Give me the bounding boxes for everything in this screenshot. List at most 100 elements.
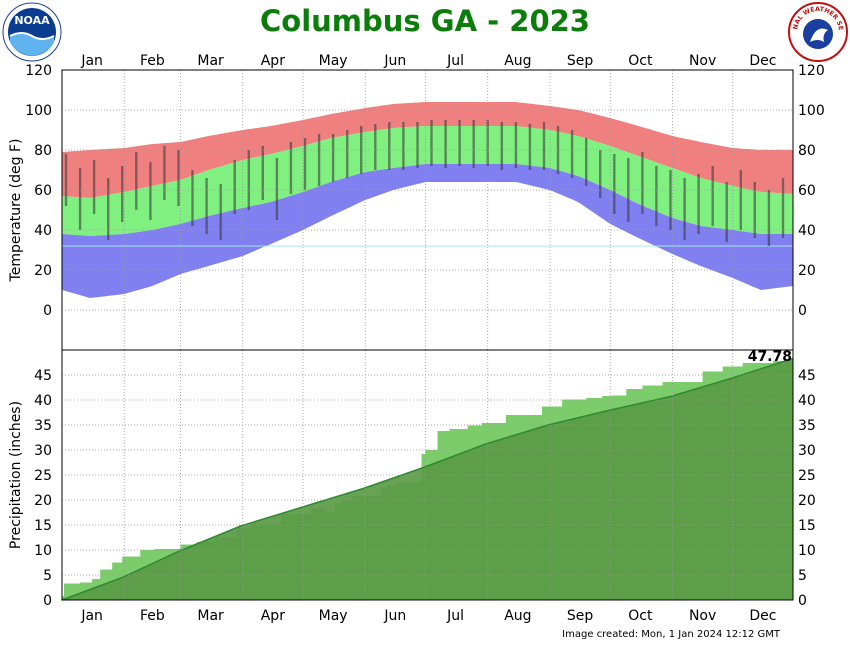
- image-created-note: Image created: Mon, 1 Jan 2024 12:12 GMT: [562, 629, 780, 640]
- month-label-top: Jan: [80, 53, 103, 69]
- month-label-bottom: Feb: [140, 608, 165, 624]
- plot-frames: [61, 69, 794, 601]
- observed-temperature-bar: [177, 150, 180, 206]
- temperature-tick-right: 80: [798, 143, 816, 159]
- observed-temperature-bar: [613, 154, 616, 214]
- month-label-top: Jun: [383, 53, 406, 69]
- noaa-logo-text: NOAA: [14, 14, 50, 27]
- month-label-bottom: Nov: [689, 608, 716, 624]
- observed-temperature-bar: [219, 184, 222, 240]
- observed-temperature-bar: [331, 134, 335, 182]
- month-label-bottom: Apr: [261, 608, 285, 624]
- observed-temperature-bar: [514, 122, 518, 168]
- observed-temperature-bar: [135, 152, 138, 210]
- precipitation-tick-left: 40: [34, 393, 52, 409]
- month-label-top: Apr: [261, 53, 285, 69]
- precipitation-tick-left: 35: [34, 418, 52, 434]
- observed-temperature-bar: [191, 170, 194, 226]
- axis-labels: Jan Jan Feb Feb Mar Mar Apr Apr May May Jun Jun Jul J…: [8, 53, 825, 624]
- observed-temperature-bar: [472, 120, 475, 168]
- observed-temperature-bar: [781, 178, 785, 238]
- month-label-top: Oct: [628, 53, 653, 69]
- observed-temperature-bar: [78, 168, 82, 230]
- precipitation-tick-right: 20: [798, 493, 816, 509]
- month-label-top: Nov: [689, 53, 716, 69]
- observed-temperature-bar: [767, 190, 771, 246]
- month-label-top: Sep: [567, 53, 594, 69]
- temperature-bands: [62, 102, 793, 298]
- observed-temperature-bar: [289, 142, 293, 194]
- observed-temperature-bar: [416, 122, 419, 168]
- observed-temperature-bar: [458, 120, 461, 166]
- precipitation-grid: [62, 350, 793, 600]
- observed-temperature-bar: [317, 134, 321, 186]
- temperature-tick-left: 40: [34, 223, 52, 239]
- month-label-bottom: Sep: [567, 608, 594, 624]
- precipitation-tick-right: 40: [798, 393, 816, 409]
- observed-temperature-bar: [233, 160, 236, 214]
- observed-temperature-bar: [599, 150, 602, 198]
- observed-temperature-bar: [346, 130, 349, 178]
- precipitation-tick-right: 45: [798, 368, 816, 384]
- observed-temperature-bar: [275, 158, 279, 220]
- observed-temperature-bar: [303, 138, 307, 190]
- observed-temperature-bar: [753, 182, 756, 238]
- observed-temperature-bar: [261, 146, 264, 200]
- record-low-band: [62, 164, 793, 298]
- temperature-axis-label: Temperature (deg F): [8, 139, 24, 283]
- month-label-top: Feb: [140, 53, 165, 69]
- temperature-tick-right: 40: [798, 223, 816, 239]
- month-label-bottom: Oct: [628, 608, 653, 624]
- temperature-tick-left: 80: [34, 143, 52, 159]
- precipitation-tick-right: 15: [798, 518, 816, 534]
- observed-temperature-bars: [64, 120, 785, 246]
- temperature-tick-left: 20: [34, 263, 52, 279]
- observed-temperature-bar: [528, 124, 532, 170]
- precipitation-tick-left: 0: [43, 593, 52, 609]
- observed-temperature-bar: [92, 160, 96, 214]
- temperature-tick-right: 60: [798, 183, 816, 199]
- month-label-bottom: May: [319, 608, 348, 624]
- precipitation-tick-left: 5: [43, 568, 52, 584]
- month-label-top: Aug: [504, 53, 531, 69]
- observed-temperature-bar: [725, 182, 728, 242]
- observed-temperature-bar: [374, 124, 377, 170]
- observed-temperature-bar: [570, 130, 574, 178]
- precipitation-tick-right: 25: [798, 468, 816, 484]
- temperature-tick-right: 20: [798, 263, 816, 279]
- observed-temperature-bar: [430, 120, 433, 166]
- noaa-logo: NOAA: [2, 2, 62, 62]
- observed-temperature-bar: [669, 170, 672, 230]
- precipitation-tick-left: 45: [34, 368, 52, 384]
- observed-temperature-bar: [388, 122, 391, 170]
- observed-temperature-bar: [360, 126, 363, 174]
- precipitation-plot-frame: [61, 349, 794, 601]
- temperature-tick-right: 100: [798, 103, 825, 119]
- observed-temperature-bar: [683, 178, 686, 240]
- precipitation-areas: [61, 357, 794, 601]
- month-label-bottom: Jan: [80, 608, 103, 624]
- record-high-band: [62, 102, 793, 198]
- precipitation-tick-right: 5: [798, 568, 807, 584]
- observed-temperature-bar: [107, 178, 110, 240]
- observed-temperature-bar: [542, 122, 546, 170]
- precipitation-total-label: 47.78: [748, 349, 792, 365]
- observed-temperature-bar: [149, 162, 152, 220]
- observed-temperature-bar: [739, 170, 742, 230]
- month-label-bottom: Aug: [504, 608, 531, 624]
- observed-temperature-bar: [444, 120, 447, 168]
- month-label-bottom: Mar: [197, 608, 224, 624]
- observed-temperature-bar: [697, 174, 700, 234]
- month-label-bottom: Jul: [446, 608, 464, 624]
- temperature-tick-left: 120: [25, 63, 52, 79]
- precipitation-tick-left: 30: [34, 443, 52, 459]
- observed-temperature-bar: [627, 158, 630, 222]
- chart-title: Columbus GA - 2023: [260, 4, 590, 38]
- temperature-tick-left: 100: [25, 103, 52, 119]
- temperature-tick-left: 0: [43, 303, 52, 319]
- observed-temperature-bar: [655, 166, 658, 226]
- temperature-tick-right: 0: [798, 303, 807, 319]
- month-label-bottom: Jun: [383, 608, 406, 624]
- observed-temperature-bar: [163, 146, 166, 200]
